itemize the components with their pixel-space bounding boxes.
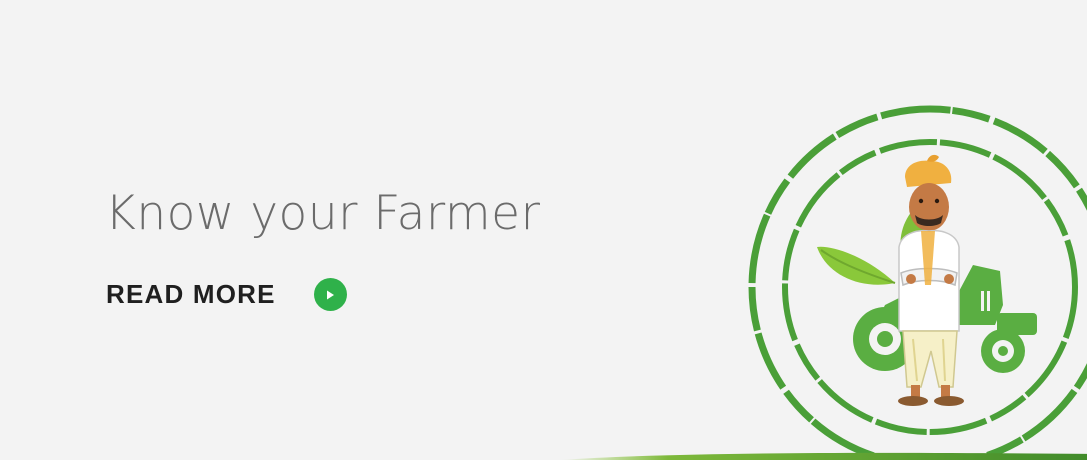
read-more-link[interactable]: READ MORE [106, 278, 347, 311]
grass-strip [560, 452, 1087, 460]
play-icon[interactable] [313, 278, 347, 311]
farmer-icon [898, 154, 964, 406]
farmer-tractor-emblem [748, 105, 1087, 460]
hero-headline: Know your Farmer [105, 186, 541, 241]
read-more-label: READ MORE [106, 279, 276, 309]
